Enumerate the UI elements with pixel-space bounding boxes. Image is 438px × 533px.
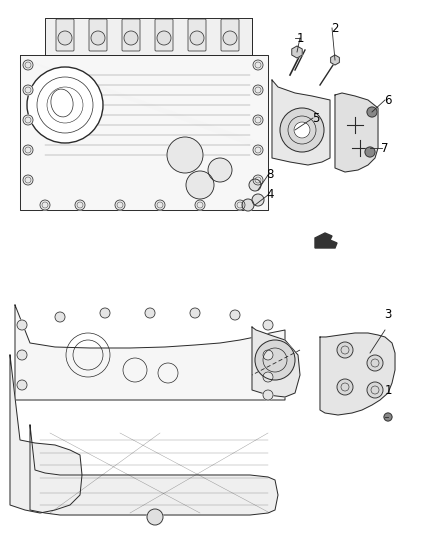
- Circle shape: [253, 115, 263, 125]
- Polygon shape: [10, 355, 82, 513]
- Circle shape: [367, 382, 383, 398]
- Text: 3: 3: [384, 309, 392, 321]
- Circle shape: [253, 85, 263, 95]
- Circle shape: [230, 310, 240, 320]
- Circle shape: [263, 372, 273, 382]
- Circle shape: [337, 342, 353, 358]
- Circle shape: [294, 122, 310, 138]
- Circle shape: [190, 308, 200, 318]
- Text: 5: 5: [312, 111, 320, 125]
- Circle shape: [365, 147, 375, 157]
- Circle shape: [58, 31, 72, 45]
- Circle shape: [147, 509, 163, 525]
- Text: 4: 4: [266, 189, 274, 201]
- Circle shape: [55, 312, 65, 322]
- Circle shape: [208, 158, 232, 182]
- Text: 2: 2: [331, 21, 339, 35]
- Polygon shape: [15, 305, 285, 400]
- Circle shape: [255, 340, 295, 380]
- Polygon shape: [45, 18, 252, 55]
- Circle shape: [253, 175, 263, 185]
- FancyBboxPatch shape: [155, 19, 173, 51]
- Polygon shape: [20, 55, 268, 210]
- Circle shape: [23, 145, 33, 155]
- Text: 7: 7: [381, 141, 389, 155]
- Circle shape: [40, 200, 50, 210]
- Circle shape: [252, 194, 264, 206]
- FancyBboxPatch shape: [56, 19, 74, 51]
- Polygon shape: [320, 333, 395, 415]
- Circle shape: [155, 200, 165, 210]
- Text: 1: 1: [384, 384, 392, 397]
- Circle shape: [23, 115, 33, 125]
- Polygon shape: [30, 425, 278, 515]
- Circle shape: [115, 200, 125, 210]
- Circle shape: [157, 31, 171, 45]
- Circle shape: [124, 31, 138, 45]
- Circle shape: [23, 60, 33, 70]
- FancyBboxPatch shape: [188, 19, 206, 51]
- Circle shape: [17, 320, 27, 330]
- Circle shape: [249, 179, 261, 191]
- Polygon shape: [335, 93, 378, 172]
- Circle shape: [263, 350, 273, 360]
- Text: 1: 1: [296, 31, 304, 44]
- Circle shape: [263, 320, 273, 330]
- FancyBboxPatch shape: [221, 19, 239, 51]
- Circle shape: [23, 85, 33, 95]
- Circle shape: [27, 67, 103, 143]
- Circle shape: [145, 308, 155, 318]
- Circle shape: [253, 60, 263, 70]
- Circle shape: [75, 200, 85, 210]
- Circle shape: [367, 355, 383, 371]
- Circle shape: [384, 413, 392, 421]
- FancyBboxPatch shape: [89, 19, 107, 51]
- Circle shape: [17, 380, 27, 390]
- Polygon shape: [272, 80, 330, 165]
- Circle shape: [167, 137, 203, 173]
- Polygon shape: [315, 233, 337, 248]
- Circle shape: [235, 200, 245, 210]
- Circle shape: [253, 145, 263, 155]
- Circle shape: [223, 31, 237, 45]
- Circle shape: [195, 200, 205, 210]
- Circle shape: [337, 379, 353, 395]
- Circle shape: [91, 31, 105, 45]
- Text: 8: 8: [266, 168, 274, 182]
- Polygon shape: [45, 18, 252, 55]
- Circle shape: [242, 199, 254, 211]
- Circle shape: [23, 175, 33, 185]
- Circle shape: [263, 390, 273, 400]
- Circle shape: [17, 350, 27, 360]
- Circle shape: [100, 308, 110, 318]
- Circle shape: [190, 31, 204, 45]
- Circle shape: [367, 107, 377, 117]
- Circle shape: [186, 171, 214, 199]
- Text: 6: 6: [384, 93, 392, 107]
- Circle shape: [280, 108, 324, 152]
- Polygon shape: [252, 327, 300, 397]
- Polygon shape: [20, 58, 265, 145]
- FancyBboxPatch shape: [122, 19, 140, 51]
